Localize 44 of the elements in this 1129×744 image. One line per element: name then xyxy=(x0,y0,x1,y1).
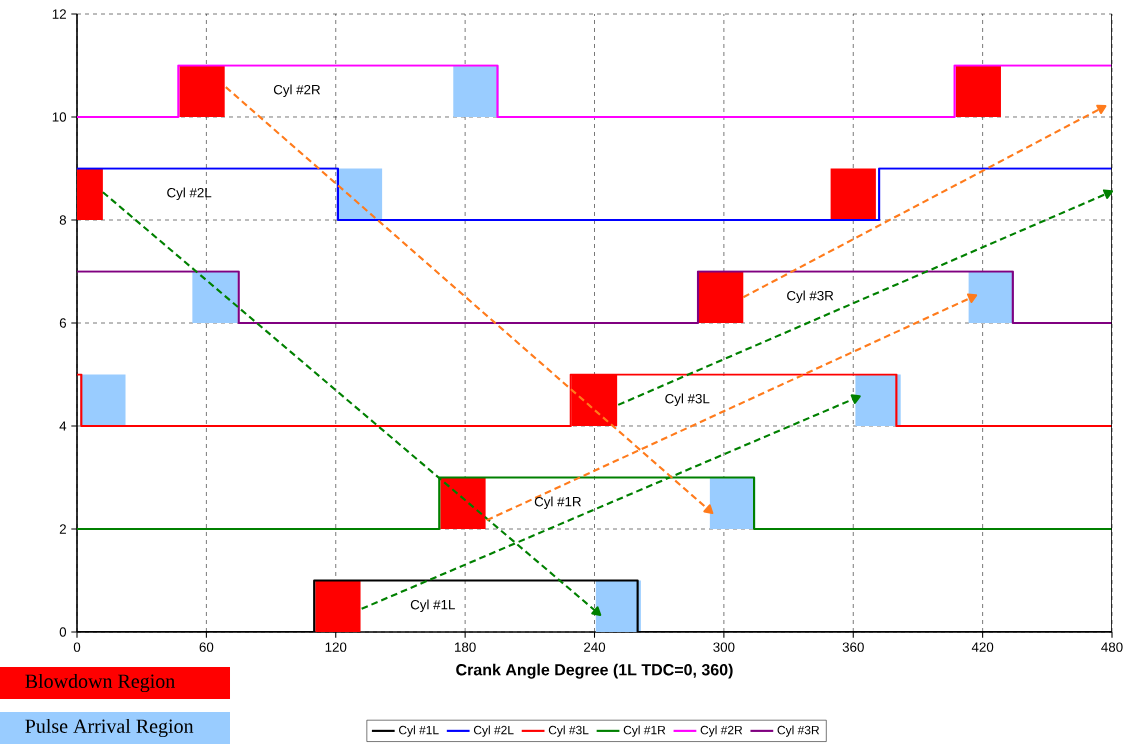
x-tick-label: 0 xyxy=(73,642,81,652)
bar xyxy=(955,65,1001,117)
annotation: Cyl #3R xyxy=(787,290,834,304)
bar xyxy=(968,271,1014,323)
annotation: Cyl #2L xyxy=(167,187,212,201)
legend-label: Cyl #2R xyxy=(700,725,743,737)
bar xyxy=(595,580,641,632)
annotation: Cyl #1R xyxy=(534,496,581,510)
x-tick-label: 360 xyxy=(842,642,864,652)
y-tick-label: 10 xyxy=(52,112,67,122)
y-tick-label: 0 xyxy=(59,627,67,637)
bar xyxy=(179,65,225,117)
x-tick-label: 300 xyxy=(713,642,735,652)
bar xyxy=(192,271,238,323)
legend-label: Cyl #3L xyxy=(548,725,589,737)
bar xyxy=(440,477,486,529)
legend-label: Cyl #3R xyxy=(777,725,820,737)
annotation: Cyl #3L xyxy=(665,393,710,407)
y-tick-label: 8 xyxy=(59,215,67,225)
bar xyxy=(453,65,499,117)
legend-label: Cyl #1R xyxy=(623,725,666,737)
bar xyxy=(315,580,361,632)
x-tick-label: 480 xyxy=(1101,642,1123,652)
x-axis-title: Crank Angle Degree (1L TDC=0, 360) xyxy=(456,663,733,679)
legend-label: Cyl #2L xyxy=(473,725,514,737)
x-tick-label: 180 xyxy=(455,642,476,652)
y-tick-label: 2 xyxy=(59,524,66,534)
text: Pulse Arrival Region xyxy=(25,718,194,738)
bar xyxy=(855,374,901,426)
bar xyxy=(709,477,756,529)
bar xyxy=(830,168,876,220)
y-tick-label: 6 xyxy=(59,318,67,328)
y-tick-label: 4 xyxy=(59,421,67,431)
x-tick-label: 60 xyxy=(199,642,214,652)
x-tick-label: 240 xyxy=(584,642,606,652)
x-tick-label: 120 xyxy=(325,642,347,652)
bar xyxy=(698,271,744,323)
bar xyxy=(80,374,126,426)
annotation: Cyl #2R xyxy=(273,84,321,98)
y-tick-label: 12 xyxy=(52,9,66,19)
annotation: Cyl #1L xyxy=(410,599,455,613)
legend-label: Cyl #1L xyxy=(399,725,439,737)
x-tick-label: 420 xyxy=(971,642,994,652)
text: Blowdown Region xyxy=(25,673,175,693)
